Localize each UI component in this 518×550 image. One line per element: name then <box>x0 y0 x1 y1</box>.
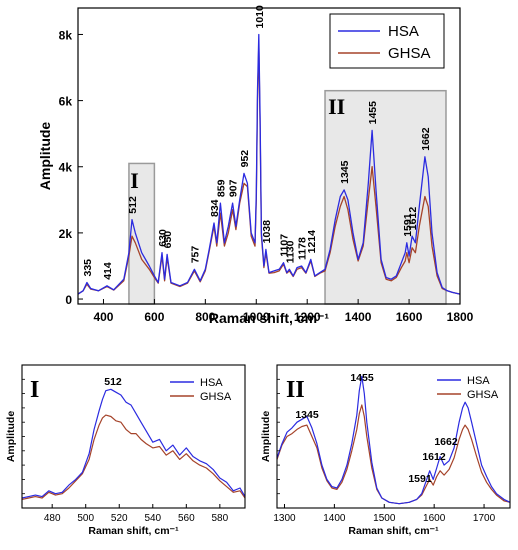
plot-frame <box>77 7 461 305</box>
legend-label-hsa: HSA <box>467 375 490 387</box>
peak-label: 650 <box>162 231 174 249</box>
x-axis-title: Raman shift, cm⁻¹ <box>88 525 179 537</box>
x-tick-label: 400 <box>93 310 113 324</box>
series-line-hsa <box>21 388 246 499</box>
x-tick-label: 800 <box>195 310 215 324</box>
y-axis-title: Amplitude <box>5 411 17 462</box>
y-axis-title: Amplitude <box>260 411 272 462</box>
peak-label: 630 <box>157 229 169 247</box>
x-axis-title: Raman shift, cm⁻¹ <box>209 310 330 326</box>
region-label-I: I <box>130 168 139 193</box>
x-tick-label: 1800 <box>447 310 474 324</box>
peak-label: 512 <box>127 196 139 214</box>
peak-label: 859 <box>215 179 227 197</box>
x-tick-label: 1600 <box>423 513 446 524</box>
peak-label: 1591 <box>408 473 432 485</box>
x-tick-label: 1000 <box>243 310 270 324</box>
x-tick-label: 1300 <box>273 513 296 524</box>
region-label-II: II <box>328 94 345 119</box>
peak-label: 834 <box>209 199 221 217</box>
x-tick-label: 1400 <box>323 513 346 524</box>
legend-box <box>329 13 445 69</box>
legend-label-ghsa: GHSA <box>200 391 232 403</box>
y-tick-label: 8k <box>59 28 73 42</box>
y-axis-title: Amplitude <box>37 122 53 191</box>
x-axis-title: Raman shift, cm⁻¹ <box>348 525 439 537</box>
peak-label: 1130 <box>284 240 296 263</box>
peak-label: 335 <box>82 259 94 277</box>
y-tick-label: 4k <box>59 161 73 175</box>
inset-chart-II: 1300 1400 1500 1600 1700 Raman shift, cm⁻¹ Amp… <box>260 364 511 537</box>
x-tick-label: 1500 <box>373 513 396 524</box>
peak-label: 1455 <box>350 372 374 384</box>
x-tick-label: 500 <box>77 513 94 524</box>
series-line-hsa <box>276 375 511 505</box>
y-tick-label: 2k <box>59 227 73 241</box>
peak-label: 1010 <box>254 5 266 29</box>
legend-label-hsa: HSA <box>200 377 223 389</box>
x-tick-label: 600 <box>144 310 164 324</box>
peak-label: 757 <box>189 246 201 264</box>
peak-label: 1591 <box>402 213 414 237</box>
x-tick-label: 1200 <box>294 310 321 324</box>
peak-label: 414 <box>102 262 114 280</box>
panel-label-II: II <box>286 377 305 403</box>
peak-label: 1455 <box>367 101 379 125</box>
y-tick-label: 6k <box>59 95 73 109</box>
peak-label: 952 <box>239 150 251 168</box>
inset-chart-I: 480 500 520 540 560 580 Raman shift, cm⁻¹ Ampli… <box>5 364 246 537</box>
peak-label: 1214 <box>306 230 318 254</box>
peak-label: 1612 <box>407 207 419 231</box>
peak-label: 907 <box>228 179 240 197</box>
peak-label: 1662 <box>420 127 432 151</box>
series-line-ghsa <box>21 414 246 500</box>
legend-label-ghsa: GHSA <box>388 45 431 62</box>
peak-label: 1662 <box>434 436 458 448</box>
peak-label: 1612 <box>422 451 446 463</box>
legend-label-hsa: HSA <box>388 23 419 40</box>
peak-label: 1107 <box>279 234 291 257</box>
peak-label: 1038 <box>261 220 273 244</box>
peak-label: 1178 <box>297 237 309 260</box>
region-box-I <box>128 162 156 305</box>
x-tick-label: 560 <box>178 513 195 524</box>
x-tick-label: 1600 <box>396 310 423 324</box>
y-tick-label: 0 <box>65 293 72 307</box>
x-tick-label: 1700 <box>473 513 496 524</box>
peak-label: 1345 <box>295 409 319 421</box>
series-line-hsa <box>77 33 461 295</box>
peak-label: 512 <box>104 376 122 388</box>
legend-label-ghsa: GHSA <box>467 389 499 401</box>
x-tick-label: 580 <box>212 513 229 524</box>
x-tick-label: 480 <box>44 513 61 524</box>
x-tick-label: 540 <box>144 513 161 524</box>
peak-label: 1345 <box>339 160 351 184</box>
panel-label-I: I <box>30 377 39 403</box>
x-tick-label: 520 <box>111 513 128 524</box>
x-tick-label: 1400 <box>345 310 372 324</box>
